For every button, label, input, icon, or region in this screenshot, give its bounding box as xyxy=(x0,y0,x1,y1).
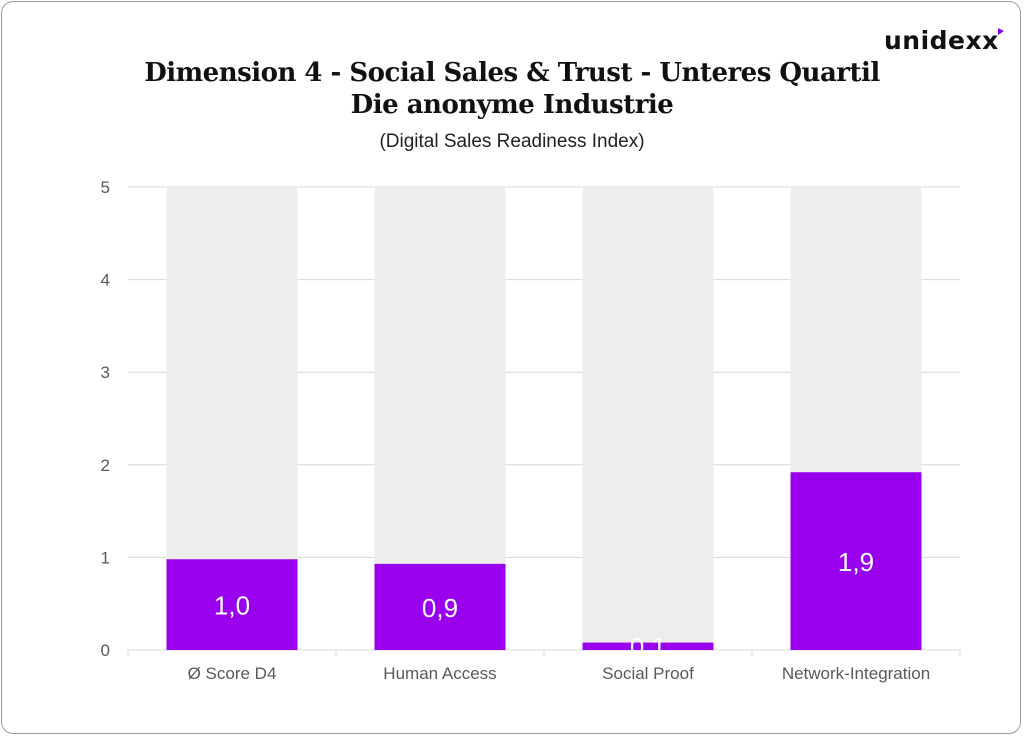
brand-logo-mark-icon xyxy=(998,28,1004,35)
y-tick-label: 3 xyxy=(101,363,110,382)
value-bar xyxy=(374,563,506,650)
x-category-label: Network-Integration xyxy=(782,664,930,683)
data-label: 1,9 xyxy=(838,547,874,577)
data-label: 0,1 xyxy=(630,632,666,662)
y-tick-label: 5 xyxy=(101,178,110,197)
y-tick-label: 2 xyxy=(101,456,110,475)
value-bar xyxy=(582,642,714,650)
y-tick-label: 4 xyxy=(101,271,110,290)
chart-subtitle: Die anonyme Industrie xyxy=(350,90,674,120)
brand-logo: unidexx xyxy=(884,26,999,55)
x-category-label: Ø Score D4 xyxy=(188,664,277,683)
background-bar xyxy=(582,187,714,650)
data-label: 0,9 xyxy=(422,593,458,623)
chart-title: Dimension 4 - Social Sales & Trust - Unt… xyxy=(144,58,880,88)
x-category-label: Social Proof xyxy=(602,664,694,683)
value-bar xyxy=(790,472,922,650)
value-bar xyxy=(166,559,298,650)
x-category-label: Human Access xyxy=(383,664,496,683)
data-label: 1,0 xyxy=(214,591,250,621)
chart-caption: (Digital Sales Readiness Index) xyxy=(379,131,645,152)
y-tick-label: 1 xyxy=(101,548,110,567)
y-tick-label: 0 xyxy=(101,641,110,660)
